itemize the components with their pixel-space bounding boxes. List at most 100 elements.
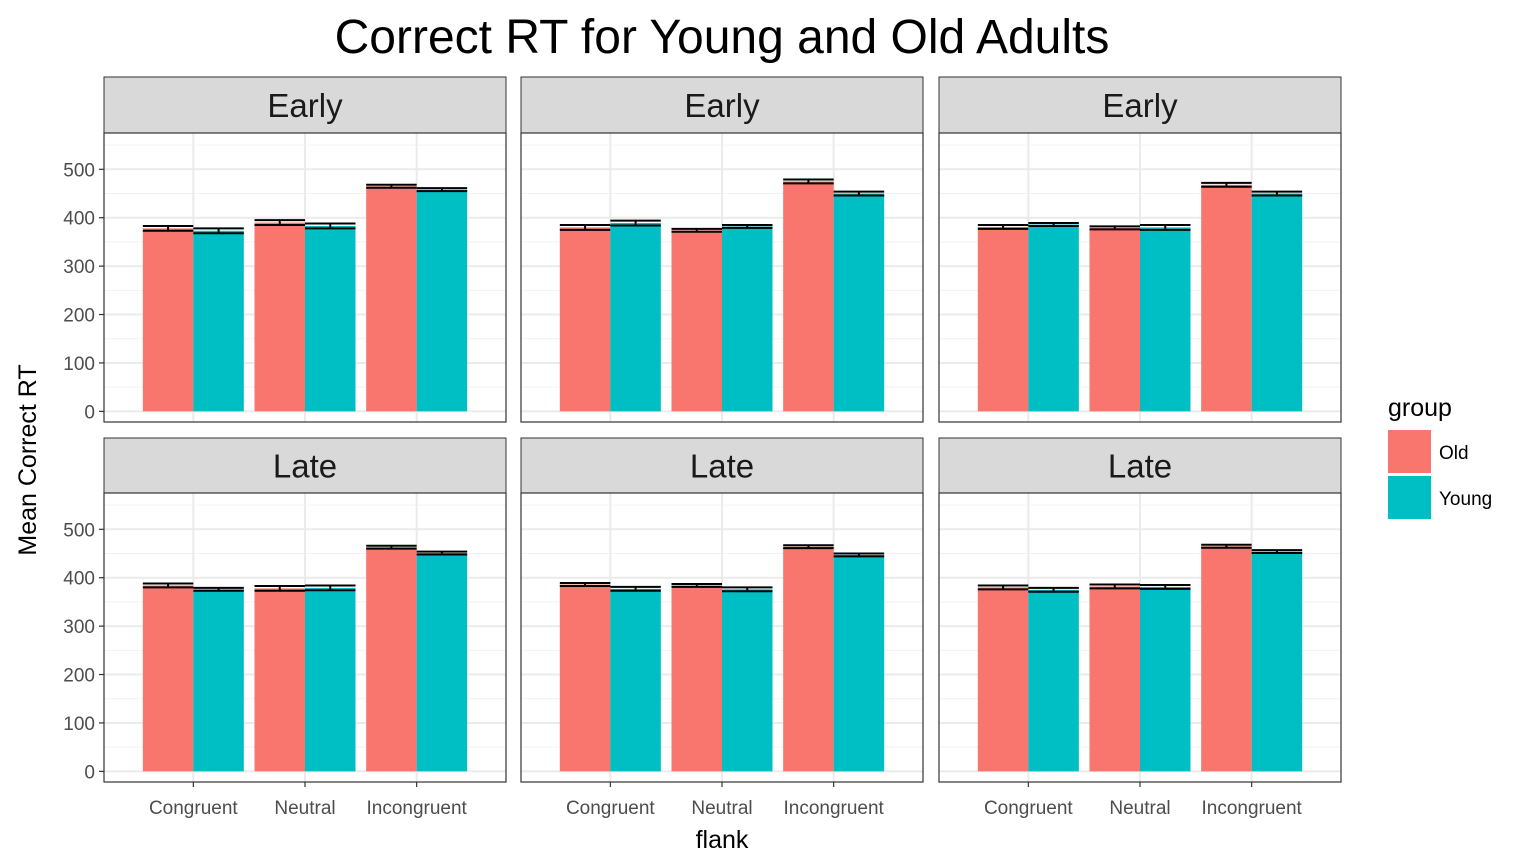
- error-bar: [366, 544, 417, 550]
- error-bar: [142, 582, 194, 589]
- bar-old-incongruent: [366, 186, 417, 412]
- y-tick-label: 100: [63, 354, 95, 375]
- bar-old-congruent: [142, 585, 194, 772]
- error-bar: [305, 584, 356, 592]
- error-bar: [193, 227, 244, 235]
- error-bar: [671, 583, 722, 588]
- bar-young-congruent: [610, 223, 661, 412]
- facet-panel-2: Early: [520, 76, 924, 423]
- facet-strip-label: Late: [273, 448, 337, 485]
- facet-strip-label: Early: [267, 87, 343, 124]
- bar-old-incongruent: [1201, 546, 1252, 772]
- error-bar: [833, 190, 885, 197]
- facet-panel-6: Late Congruent Neutral Incongruent: [938, 437, 1342, 819]
- error-bar: [1140, 223, 1191, 231]
- facet-strip: [520, 76, 924, 134]
- x-tick-label: Congruent: [149, 798, 238, 819]
- bar-old-neutral: [254, 222, 305, 412]
- error-bar: [722, 586, 773, 593]
- error-bar: [1201, 181, 1252, 188]
- panel-border: [520, 132, 924, 423]
- x-tick-label: Incongruent: [783, 798, 884, 819]
- bar-old-congruent: [977, 587, 1029, 772]
- bar-young-congruent: [193, 589, 244, 772]
- bar-young-congruent: [1028, 224, 1079, 412]
- panel-border: [938, 132, 1342, 423]
- facet-strip: [103, 437, 507, 494]
- error-bar: [416, 550, 468, 556]
- bar-old-neutral: [254, 588, 305, 772]
- legend-item-old: Old: [1388, 430, 1469, 473]
- error-bar: [1140, 583, 1191, 590]
- bar-young-neutral: [305, 587, 356, 772]
- legend: group Old Young: [1388, 394, 1492, 519]
- y-tick-label: 200: [63, 666, 95, 687]
- bar-young-neutral: [722, 226, 773, 412]
- error-bar: [1028, 586, 1079, 593]
- bar-old-neutral: [1089, 227, 1140, 412]
- legend-label: Old: [1439, 443, 1469, 464]
- error-bar: [305, 222, 356, 230]
- panel-border: [103, 132, 507, 423]
- error-bar: [722, 223, 773, 229]
- x-tick-label: Incongruent: [366, 798, 467, 819]
- error-bar: [610, 585, 661, 592]
- bar-old-incongruent: [783, 181, 834, 412]
- bar-young-incongruent: [416, 189, 468, 412]
- error-bar: [254, 584, 305, 592]
- error-bar: [559, 223, 611, 231]
- x-tick-label: Neutral: [274, 798, 335, 819]
- y-tick-label: 0: [84, 762, 95, 783]
- y-tick-label: 300: [63, 617, 95, 638]
- bar-young-incongruent: [833, 193, 885, 412]
- error-bar: [1089, 225, 1140, 231]
- x-tick-label: Congruent: [566, 798, 655, 819]
- error-bar: [1089, 583, 1140, 590]
- bar-young-incongruent: [1251, 193, 1303, 412]
- y-tick-label: 200: [63, 306, 95, 327]
- bar-young-neutral: [1140, 227, 1191, 412]
- bar-old-congruent: [977, 226, 1029, 412]
- bar-young-congruent: [193, 230, 244, 412]
- error-bar: [1251, 549, 1303, 555]
- facet-panels: Early 0 100 200 300 400 500 Early Early Late 0 100 2…: [63, 76, 1342, 819]
- bar-old-incongruent: [1201, 184, 1252, 412]
- x-tick-label: Neutral: [1109, 798, 1170, 819]
- bar-young-neutral: [1140, 586, 1191, 772]
- facet-panel-3: Early: [938, 76, 1342, 423]
- error-bar: [416, 187, 468, 193]
- y-tick-label: 100: [63, 714, 95, 735]
- y-tick-label: 300: [63, 257, 95, 278]
- error-bar: [1028, 222, 1079, 227]
- legend-swatch: [1388, 430, 1431, 473]
- error-bar: [833, 552, 885, 558]
- legend-label: Young: [1439, 489, 1492, 510]
- chart-title: Correct RT for Young and Old Adults: [335, 11, 1110, 64]
- error-bar: [1201, 543, 1252, 549]
- bar-old-neutral: [1089, 586, 1140, 772]
- facet-strip-label: Late: [1108, 448, 1172, 485]
- y-axis-title: Mean Correct RT: [14, 364, 42, 555]
- facet-strip: [938, 76, 1342, 134]
- bar-young-congruent: [1028, 589, 1079, 772]
- y-tick-label: 500: [63, 160, 95, 181]
- legend-title: group: [1388, 394, 1452, 422]
- facet-strip: [103, 76, 507, 134]
- bar-young-incongruent: [1251, 551, 1303, 772]
- error-bar: [559, 582, 611, 587]
- bar-old-neutral: [671, 230, 722, 412]
- y-tick-label: 400: [63, 209, 95, 230]
- bar-young-congruent: [610, 588, 661, 772]
- error-bar: [977, 584, 1029, 591]
- facet-panel-5: Late Congruent Neutral Incongruent: [520, 437, 924, 819]
- error-bar: [671, 227, 722, 233]
- error-bar: [977, 223, 1029, 230]
- bar-old-congruent: [559, 584, 611, 772]
- error-bar: [783, 178, 834, 185]
- facet-panel-4: Late 0 100 200 300 400 500 Congruent Neutral Inco…: [63, 437, 507, 819]
- error-bar: [193, 586, 244, 592]
- facet-strip-label: Early: [1102, 87, 1178, 124]
- error-bar: [254, 219, 305, 226]
- bar-old-incongruent: [783, 546, 834, 772]
